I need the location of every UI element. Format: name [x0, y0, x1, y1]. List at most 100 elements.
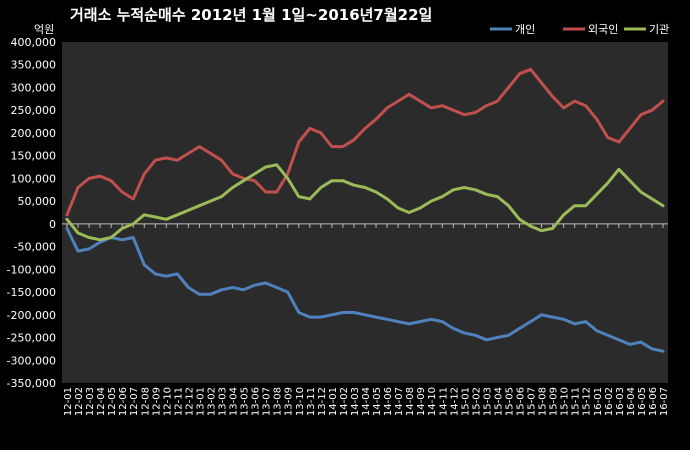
x-tick-label: 12-04 [96, 387, 107, 416]
data-point [231, 286, 234, 289]
data-point [407, 211, 411, 214]
data-point [507, 204, 510, 207]
data-point [154, 272, 157, 276]
data-point [396, 99, 400, 103]
data-point [198, 204, 201, 207]
data-point [374, 118, 378, 121]
data-point [595, 118, 599, 121]
data-point [143, 172, 146, 176]
data-point [242, 288, 245, 292]
data-point [363, 186, 367, 189]
data-point [264, 165, 268, 169]
data-point [584, 104, 587, 107]
x-tick-label: 12-02 [74, 387, 85, 416]
data-point [595, 329, 599, 333]
data-point [496, 195, 499, 198]
x-tick-label: 12-03 [85, 387, 96, 416]
data-point [529, 224, 532, 228]
data-point [109, 236, 113, 239]
data-point [540, 81, 543, 85]
data-point [109, 179, 113, 182]
data-point [540, 313, 543, 317]
data-point [242, 179, 245, 182]
data-point [363, 313, 367, 317]
data-point [209, 199, 212, 203]
y-tick-label: 200,000 [11, 127, 57, 140]
data-point [573, 204, 576, 207]
data-point [617, 168, 621, 171]
x-tick-label: 15-08 [538, 387, 549, 416]
data-point [220, 288, 223, 292]
data-point [463, 186, 466, 189]
data-point [584, 204, 587, 207]
data-point [76, 249, 80, 253]
x-tick-label: 12-11 [173, 387, 184, 416]
series-2 [65, 163, 665, 242]
data-point [275, 190, 279, 194]
data-point [264, 281, 268, 285]
x-tick-label: 15-01 [460, 387, 471, 416]
data-point [286, 290, 290, 294]
x-tick-label: 15-09 [549, 387, 560, 416]
data-point [131, 197, 135, 201]
data-point [297, 140, 301, 144]
data-point [418, 320, 422, 323]
data-point [198, 145, 201, 148]
data-point [650, 347, 654, 351]
x-tick-label: 12-10 [162, 387, 173, 416]
series-0 [65, 226, 665, 353]
x-tick-label: 13-10 [295, 387, 306, 416]
data-point [87, 247, 91, 251]
data-point [606, 181, 610, 185]
x-tick-label: 14-03 [350, 387, 361, 416]
data-point [176, 158, 179, 162]
data-point [143, 263, 146, 267]
data-point [463, 113, 466, 116]
data-point [341, 179, 345, 182]
data-point [143, 213, 146, 217]
data-point [209, 293, 212, 296]
x-tick-label: 15-06 [516, 387, 527, 416]
legend-label: 외국인 [588, 23, 618, 36]
data-point [385, 318, 389, 321]
x-tick-label: 13-06 [251, 387, 262, 416]
x-tick-label: 16-04 [626, 387, 637, 416]
data-point [639, 340, 643, 344]
data-point [562, 213, 565, 217]
x-tick-label: 13-04 [229, 387, 240, 416]
data-point [452, 327, 455, 330]
data-point [275, 286, 279, 289]
data-point [220, 195, 223, 198]
x-tick-label: 12-12 [184, 387, 195, 416]
data-point [220, 158, 223, 162]
x-tick-label: 14-06 [383, 387, 394, 416]
x-tick-label: 13-11 [306, 387, 317, 416]
data-point [131, 236, 135, 239]
y-tick-label: -300,000 [7, 354, 56, 367]
data-point [308, 315, 312, 319]
unit-label: 억원 [34, 23, 54, 36]
data-point [452, 188, 455, 192]
data-point [87, 236, 91, 239]
data-point [452, 108, 455, 112]
data-point [297, 195, 301, 198]
x-tick-label: 14-10 [427, 387, 438, 416]
data-point [165, 156, 168, 160]
data-point [573, 99, 576, 103]
y-tick-label: 250,000 [11, 104, 57, 117]
data-point [407, 322, 411, 326]
x-tick-label: 14-05 [372, 387, 383, 416]
x-tick-label: 13-02 [206, 387, 217, 416]
data-point [551, 227, 554, 230]
y-tick-label: 100,000 [11, 172, 57, 185]
data-point [650, 108, 654, 112]
data-point [98, 174, 102, 178]
data-point [65, 213, 69, 217]
data-point [606, 136, 610, 139]
x-tick-label: 12-06 [118, 387, 129, 416]
series-lines [65, 67, 665, 353]
x-tick-label: 15-02 [471, 387, 482, 416]
data-point [418, 99, 422, 103]
